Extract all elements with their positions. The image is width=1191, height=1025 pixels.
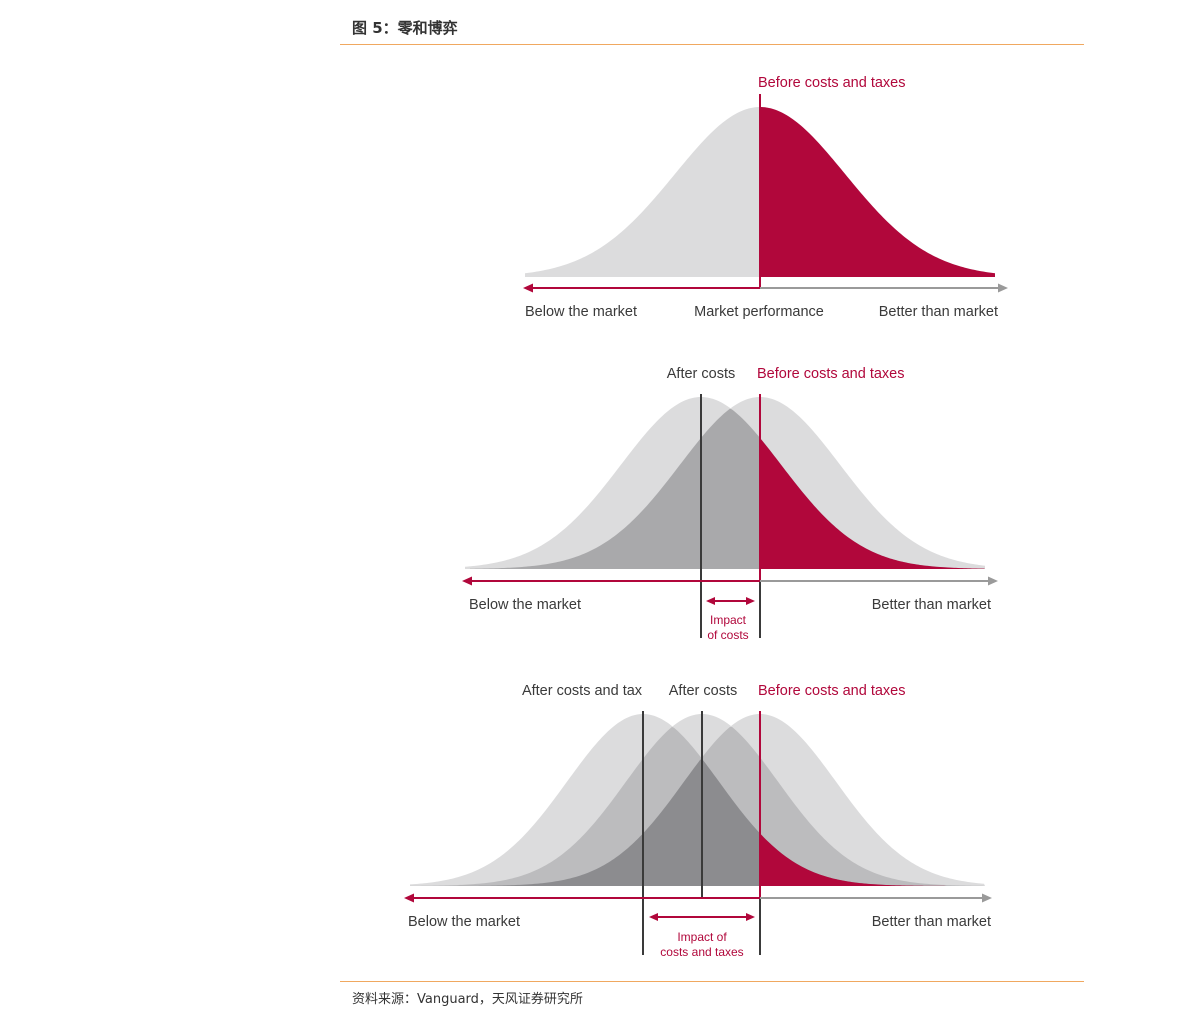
panel-2: After costs Before costs and taxes Below… (462, 366, 998, 642)
source-note: 资料来源：Vanguard，天风证券研究所 (352, 992, 583, 1007)
p1-above-market-area (760, 107, 995, 277)
bottom-divider (340, 981, 1084, 982)
p2-right-label: Better than market (872, 597, 991, 613)
p2-impact-label-line2: of costs (707, 628, 748, 642)
p3-axis-right-arrow (982, 893, 992, 903)
p1-left-label: Below the market (525, 304, 637, 320)
p3-right-label: Better than market (872, 914, 991, 930)
p1-right-label: Better than market (879, 304, 998, 320)
p1-before-label: Before costs and taxes (758, 75, 906, 91)
p3-after-costs-label: After costs (669, 683, 738, 699)
p3-before-label: Before costs and taxes (758, 683, 906, 699)
p1-axis-left-arrow (523, 283, 533, 293)
figure-title: 图 5：零和博弈 (352, 19, 458, 37)
p3-left-label: Below the market (408, 914, 520, 930)
panel-3: After costs and tax After costs Before c… (404, 683, 992, 959)
panel-1: Before costs and taxes Below the market … (523, 75, 1008, 320)
p2-axis-right-arrow (988, 576, 998, 586)
p2-above-market-area (760, 437, 985, 569)
p2-impact-arrow-left (706, 597, 715, 605)
p2-impact-label-line1: Impact (710, 613, 747, 627)
p3-impact-label-line1: Impact of (677, 930, 727, 944)
p1-center-label: Market performance (694, 304, 824, 320)
p2-after-costs-label: After costs (667, 366, 736, 382)
p3-axis-left-arrow (404, 893, 414, 903)
p3-after-costs-tax-label: After costs and tax (522, 683, 643, 699)
p2-before-label: Before costs and taxes (757, 366, 905, 382)
p3-impact-arrow-left (649, 913, 658, 921)
p1-axis-right-arrow (998, 283, 1008, 293)
top-divider (340, 44, 1084, 45)
p3-overlap-all (440, 758, 985, 886)
p3-above-market-area (760, 833, 985, 886)
p2-impact-arrow-right (746, 597, 755, 605)
p2-left-label: Below the market (469, 597, 581, 613)
p2-overlap-area (470, 408, 985, 569)
p3-impact-arrow-right (746, 913, 755, 921)
p2-axis-left-arrow (462, 576, 472, 586)
p3-impact-label-line2: costs and taxes (660, 945, 743, 959)
